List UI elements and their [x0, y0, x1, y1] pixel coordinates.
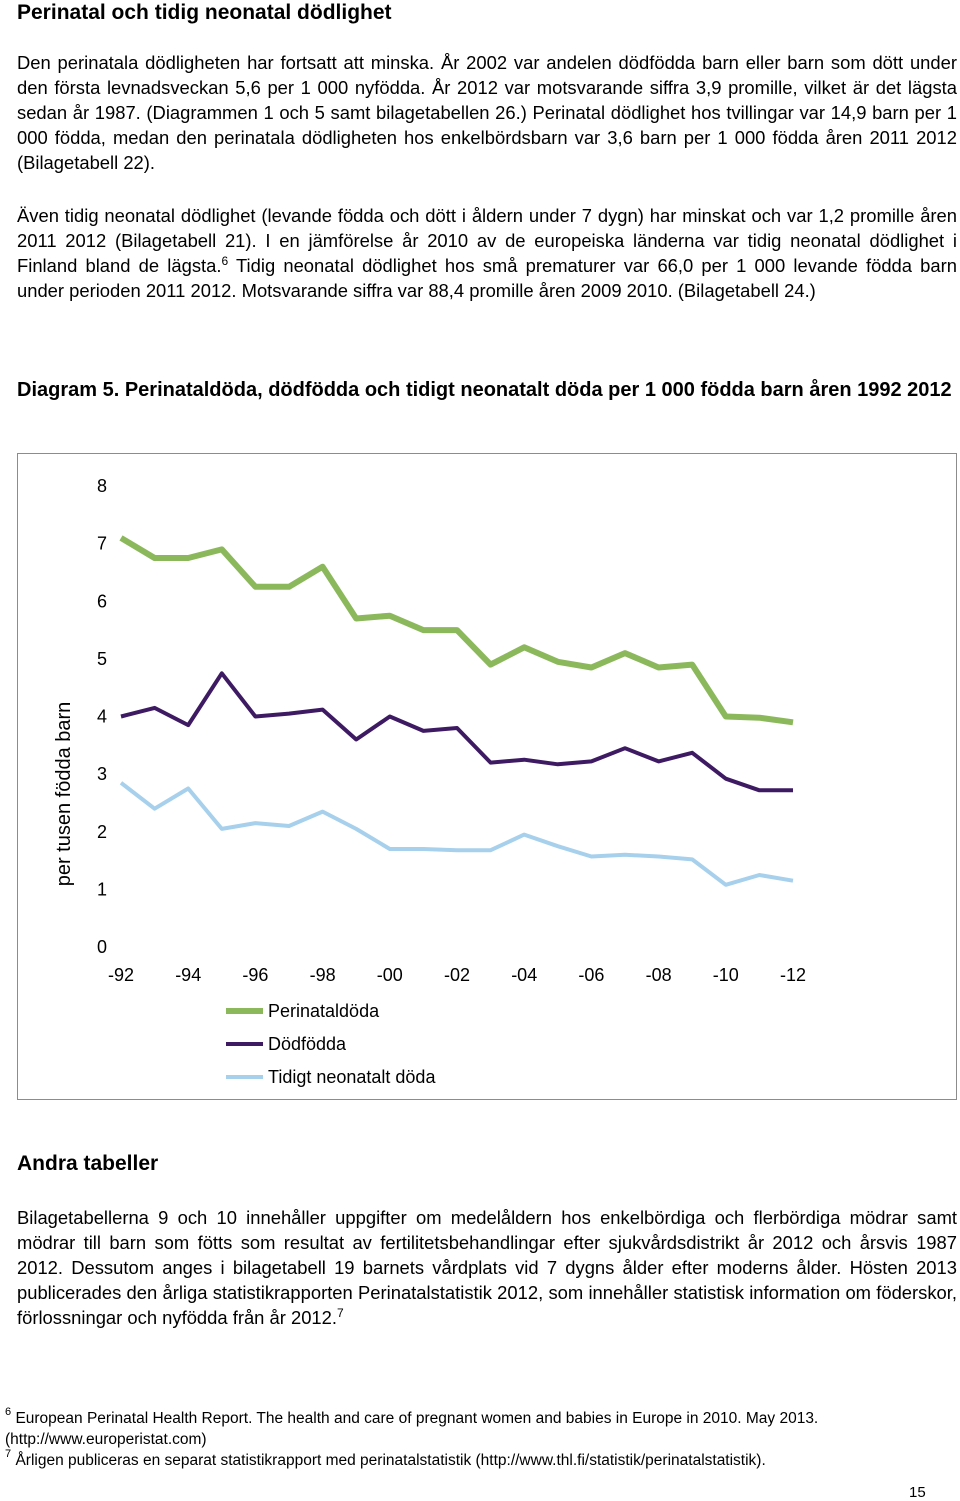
- legend: Perinataldöda Dödfödda Tidigt neonatalt dö…: [226, 1001, 436, 1087]
- x-tick-label: -92: [108, 965, 134, 985]
- chart-frame: 0 1 2 3 4 5 6 7 8 -92 -94 -96 -98 -00 -02 -04 -06 -08 -10…: [17, 453, 957, 1100]
- series-lines: [119, 535, 794, 887]
- paragraph-other-tables: Bilagetabellerna 9 och 10 innehåller upp…: [17, 1205, 957, 1330]
- y-tick-label: 6: [97, 591, 107, 611]
- footnotes: 6 European Perinatal Health Report. The …: [5, 1406, 957, 1471]
- series-line-3: [119, 781, 794, 887]
- page-number: 15: [909, 1484, 926, 1501]
- y-tick-label: 3: [97, 764, 107, 784]
- x-tick-label: -02: [444, 965, 470, 985]
- legend-label: Perinataldöda: [268, 1001, 380, 1021]
- paragraph-other-tables-text: Bilagetabellerna 9 och 10 innehåller upp…: [17, 1207, 957, 1328]
- y-tick-label: 0: [97, 937, 107, 957]
- y-tick-label: 2: [97, 822, 107, 842]
- x-tick-label: -10: [713, 965, 739, 985]
- y-axis-ticks: 0 1 2 3 4 5 6 7 8: [97, 476, 107, 957]
- x-tick-label: -12: [780, 965, 806, 985]
- series-line-1: [119, 535, 794, 726]
- footnote-ref-6[interactable]: 6: [221, 254, 229, 268]
- footnote-6: 6 European Perinatal Health Report. The …: [5, 1406, 957, 1450]
- section-heading: Perinatal och tidig neonatal dödlighet: [17, 1, 392, 24]
- legend-label: Dödfödda: [268, 1034, 347, 1054]
- y-tick-label: 7: [97, 534, 107, 554]
- y-tick-label: 4: [97, 707, 107, 727]
- subheading-other-tables: Andra tabeller: [17, 1152, 159, 1175]
- paragraph-neonatal-part2: Tidig neonatal dödlighet hos små prematu…: [17, 255, 957, 301]
- y-tick-label: 8: [97, 476, 107, 496]
- x-tick-label: -08: [646, 965, 672, 985]
- x-tick-label: -94: [175, 965, 201, 985]
- footnote-6-text: European Perinatal Health Report. The he…: [5, 1410, 819, 1448]
- paragraph-neonatal-part1: Även tidig neonatal dödlighet (levande f…: [17, 205, 957, 276]
- y-tick-label: 1: [97, 879, 107, 899]
- y-tick-label: 5: [97, 649, 107, 669]
- footnote-7-number: 7: [5, 1448, 12, 1460]
- x-tick-label: -04: [511, 965, 537, 985]
- footnote-ref-7[interactable]: 7: [337, 1306, 344, 1320]
- diagram-title: Diagram 5. Perinataldöda, dödfödda och t…: [17, 379, 952, 401]
- y-axis-label: per tusen födda barn: [53, 702, 75, 887]
- line-chart: 0 1 2 3 4 5 6 7 8 -92 -94 -96 -98 -00 -02 -04 -06 -08 -10…: [53, 476, 806, 1087]
- footnote-7: 7 Årligen publiceras en separat statisti…: [5, 1448, 957, 1471]
- footnote-7-text: Årligen publiceras en separat statistikr…: [15, 1452, 766, 1469]
- paragraph-neonatal: Även tidig neonatal dödlighet (levande f…: [17, 203, 957, 303]
- footnote-6-number: 6: [5, 1406, 12, 1418]
- x-tick-label: -00: [377, 965, 403, 985]
- legend-label: Tidigt neonatalt döda: [268, 1067, 436, 1087]
- paragraph-perinatal: Den perinatala dödligheten har fortsatt …: [17, 52, 957, 173]
- x-tick-label: -98: [310, 965, 336, 985]
- series-line-2: [120, 671, 793, 793]
- x-tick-label: -96: [242, 965, 268, 985]
- x-tick-label: -06: [578, 965, 604, 985]
- x-axis-ticks: -92 -94 -96 -98 -00 -02 -04 -06 -08 -10 -12: [108, 965, 806, 985]
